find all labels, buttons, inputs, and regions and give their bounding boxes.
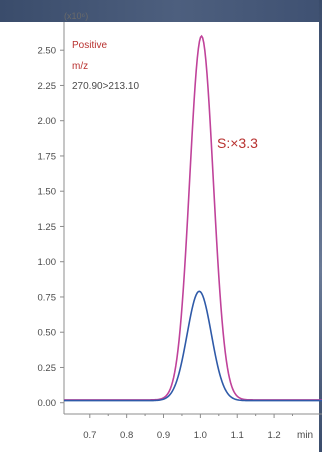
x-tick-label: 0.7 — [83, 430, 96, 441]
x-tick-label: 0.9 — [157, 430, 170, 441]
x-tick-label: 0.8 — [120, 430, 133, 441]
y-multiplier-label: (x10⁶) — [64, 11, 88, 21]
chromatogram-traces — [64, 34, 322, 402]
y-tick-label: 0.75 — [38, 292, 57, 303]
y-tick-label: 1.50 — [38, 187, 57, 198]
x-tick-label: 1.1 — [231, 430, 244, 441]
x-tick-label: 1.0 — [194, 430, 207, 441]
x-axis-ticks: 0.7 0.8 0.9 1.0 1.1 1.2 — [83, 414, 294, 441]
y-tick-label: 0.50 — [38, 328, 57, 339]
y-axis-ticks: 0.00 0.25 0.50 0.75 1.00 1.25 1.50 1.75 2.00 2.25… — [38, 46, 64, 409]
y-tick-label: 2.00 — [38, 116, 57, 127]
legend-mz-label: m/z — [72, 61, 88, 72]
window-right-border — [319, 0, 322, 452]
x-axis-unit: min — [297, 430, 313, 441]
y-tick-label: 2.25 — [38, 81, 57, 92]
y-tick-label: 1.75 — [38, 151, 57, 162]
x-tick-label: 1.2 — [267, 430, 280, 441]
y-tick-label: 1.00 — [38, 257, 57, 268]
scale-factor-annotation: S:×3.3 — [217, 135, 258, 151]
legend-mode: Positive — [72, 40, 107, 51]
y-tick-label: 0.25 — [38, 363, 57, 374]
window-title-bar — [0, 0, 322, 22]
y-tick-label: 0.00 — [38, 398, 57, 409]
y-tick-label: 2.50 — [38, 46, 57, 57]
legend-transition: 270.90>213.10 — [72, 81, 139, 92]
y-tick-label: 1.25 — [38, 222, 57, 233]
chromatogram-series-2 — [64, 290, 322, 402]
